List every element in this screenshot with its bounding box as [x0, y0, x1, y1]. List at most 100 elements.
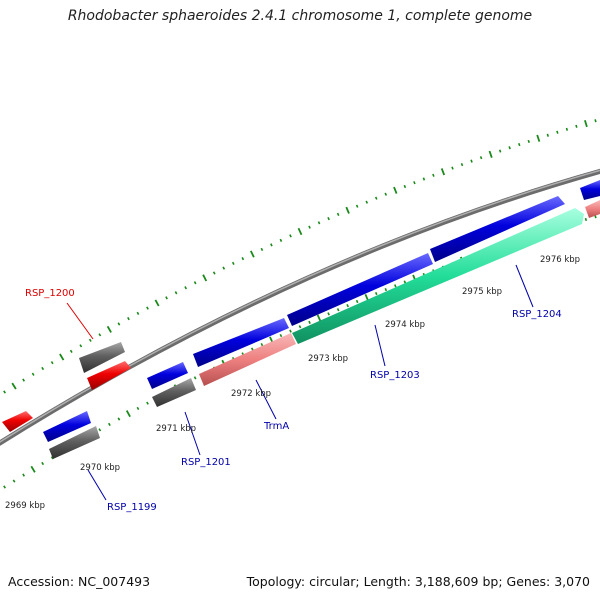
gene-rsp-1199-forward[interactable]	[43, 411, 91, 442]
minor-tick	[98, 333, 102, 337]
minor-tick	[394, 284, 397, 288]
gene-right-edge-forward[interactable]	[580, 180, 600, 200]
minor-tick	[117, 322, 121, 326]
minor-tick	[422, 177, 426, 181]
gene-label-rsp-1204[interactable]: RSP_1204	[512, 309, 562, 320]
minor-tick	[317, 221, 321, 225]
minor-tick	[31, 372, 35, 376]
kbp-label: 2972 kbp	[231, 389, 271, 399]
minor-tick	[50, 456, 54, 460]
gene-rsp-1199-reverse[interactable]	[49, 426, 100, 459]
minor-tick	[41, 366, 45, 371]
minor-tick	[575, 124, 578, 128]
minor-tick	[527, 139, 530, 143]
minor-tick	[260, 247, 264, 252]
minor-tick	[22, 378, 25, 382]
minor-tick	[374, 291, 378, 296]
leader-line-rsp-1200	[66, 302, 94, 340]
minor-tick	[384, 288, 388, 292]
gene-rsp-1200-gray[interactable]	[79, 342, 125, 373]
kbp-label: 2971 kbp	[156, 424, 196, 434]
kbp-label: 2976 kbp	[540, 255, 580, 265]
minor-tick	[241, 257, 245, 261]
gene-label-rsp-1199[interactable]: RSP_1199	[107, 502, 157, 513]
minor-tick	[98, 428, 102, 432]
minor-tick	[308, 225, 311, 229]
minor-tick	[374, 196, 378, 200]
chromosome-backbone	[0, 168, 600, 446]
minor-tick	[222, 266, 226, 270]
minor-tick	[403, 184, 407, 189]
minor-tick	[260, 342, 264, 347]
minor-tick	[165, 296, 168, 300]
minor-tick	[231, 261, 235, 265]
gene-label-trma[interactable]: TrmA	[263, 421, 289, 432]
minor-tick	[565, 127, 569, 131]
gene-label-rsp-1203[interactable]: RSP_1203	[370, 370, 420, 381]
minor-tick	[479, 156, 483, 160]
minor-tick	[22, 473, 25, 477]
leader-line-rsp-1201	[184, 411, 201, 456]
outer-tick-row	[3, 119, 597, 394]
minor-tick	[336, 308, 340, 312]
genome-summary: Topology: circular; Length: 3,188,609 bp…	[246, 574, 590, 589]
minor-tick	[279, 333, 283, 338]
major-tick	[106, 325, 112, 333]
minor-tick	[508, 146, 511, 150]
minor-tick	[498, 149, 502, 153]
minor-tick	[594, 215, 597, 219]
minor-tick	[79, 344, 83, 348]
minor-tick	[69, 349, 73, 354]
minor-tick	[413, 181, 416, 185]
major-tick	[249, 250, 255, 258]
minor-tick	[451, 166, 454, 170]
minor-tick	[594, 119, 597, 123]
minor-tick	[136, 406, 140, 410]
major-tick	[316, 314, 322, 322]
minor-tick	[50, 361, 54, 365]
minor-tick	[279, 238, 283, 242]
minor-tick	[3, 485, 6, 489]
gene-forward-left-edge[interactable]	[2, 411, 33, 432]
minor-tick	[174, 291, 178, 295]
minor-tick	[146, 401, 149, 405]
major-tick	[30, 465, 36, 473]
gene-rsp-1204[interactable]	[430, 196, 565, 262]
major-tick	[488, 150, 493, 158]
minor-tick	[41, 461, 45, 466]
minor-tick	[460, 163, 464, 167]
minor-tick	[298, 325, 302, 329]
major-tick	[297, 227, 303, 236]
gene-label-rsp-1200[interactable]: RSP_1200	[25, 288, 75, 299]
minor-tick	[289, 234, 292, 238]
gene-rsp-1203[interactable]	[292, 208, 584, 344]
kbp-label: 2975 kbp	[462, 287, 502, 297]
gene-rsp-1200[interactable]	[87, 361, 131, 390]
minor-tick	[327, 216, 330, 221]
kbp-label: 2973 kbp	[308, 354, 348, 364]
minor-tick	[184, 286, 188, 290]
major-tick	[125, 410, 131, 418]
kbp-label: 2970 kbp	[80, 463, 120, 473]
gene-right-edge-trna[interactable]	[585, 200, 600, 218]
minor-tick	[146, 306, 149, 310]
kbp-label: 2974 kbp	[385, 320, 425, 330]
minor-tick	[193, 376, 197, 380]
minor-tick	[108, 422, 111, 427]
minor-tick	[88, 338, 92, 342]
minor-tick	[556, 130, 559, 134]
gene-label-rsp-1201[interactable]: RSP_1201	[181, 457, 231, 468]
accession-label: Accession: NC_007493	[8, 574, 151, 589]
kbp-label: 2969 kbp	[5, 501, 45, 511]
leader-line-rsp-1199	[87, 469, 107, 501]
minor-tick	[270, 243, 273, 247]
gene-rsp-1203-forward[interactable]	[287, 253, 433, 326]
gene-trma-forward[interactable]	[193, 318, 289, 367]
gene-rsp-1201[interactable]	[152, 378, 196, 407]
gene-trma[interactable]	[199, 333, 296, 386]
minor-tick	[12, 479, 16, 483]
leader-line-rsp-1204	[515, 264, 534, 308]
minor-tick	[136, 311, 140, 315]
gene-rsp-1201-forward[interactable]	[147, 362, 188, 389]
minor-tick	[336, 212, 340, 217]
